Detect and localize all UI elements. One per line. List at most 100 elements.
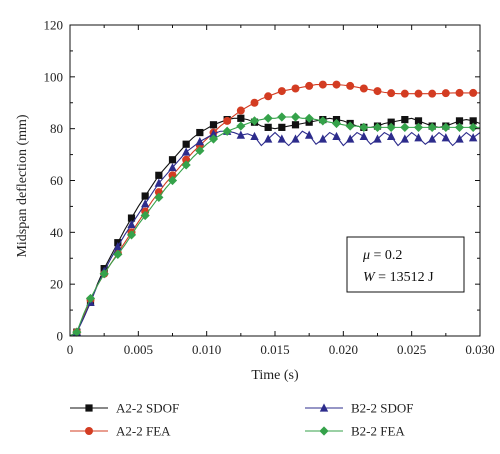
data-point [291,121,300,129]
data-point [236,106,245,115]
data-point [140,210,150,221]
data-point [400,89,409,98]
data-point [304,130,314,139]
data-point [154,178,164,187]
legend-marker [319,426,329,436]
data-point [441,133,451,142]
data-point [168,162,177,172]
y-tick-label: 100 [44,69,64,84]
data-point [387,118,395,126]
data-point [127,214,136,222]
data-point [195,146,205,156]
data-point [167,175,178,186]
data-point [332,80,341,89]
legend-label: B2-2 FEA [351,424,405,439]
data-point [126,230,137,240]
axes: 0 0.005 0.010 0.015 0.020 0.025 0.030 0 20 40 60 80… [44,18,495,358]
data-point [401,115,409,124]
data-point [414,89,423,98]
data-point [373,134,382,143]
legend: A2-2 SDOF B2-2 SDOF A2-2 FEA B2-2 FEA [70,401,414,439]
data-point [386,131,396,141]
data-point [441,89,450,98]
data-point [99,269,109,279]
data-point [264,123,272,131]
data-point [155,171,163,179]
legend-item-3: B2-2 FEA [305,424,405,439]
data-point [181,160,191,170]
data-point [331,118,342,129]
annotation-mu: μ = 0.2 [362,248,402,263]
data-point [264,92,273,101]
legend-marker [319,403,329,412]
series-line [69,84,480,337]
data-point [428,89,437,98]
data-point [223,116,232,125]
legend-marker [85,427,93,435]
data-point [318,134,328,143]
data-point [427,134,437,143]
data-point [236,121,246,131]
data-point [291,134,300,143]
data-point [196,128,204,137]
y-tick-label: 40 [50,225,63,240]
data-point [208,134,219,144]
annotation-energy: W = 13512 J [363,270,434,285]
x-tick-label: 0.010 [192,342,221,357]
data-point [373,87,382,96]
data-point [386,122,396,132]
legend-item-0: A2-2 SDOF [70,401,179,416]
x-tick-label: 0 [67,342,74,357]
x-axis-label: Time (s) [251,368,299,383]
y-tick-label: 20 [50,277,63,292]
data-point [290,112,301,122]
legend-item-2: B2-2 SDOF [305,401,414,416]
data-point [168,156,177,164]
data-point [318,116,328,126]
data-point [113,249,123,259]
data-point [387,89,396,98]
data-point [195,137,205,146]
series-line [69,130,481,337]
data-point [113,241,123,251]
data-point [413,122,424,132]
data-point [469,117,477,125]
annotation-frame [346,236,465,293]
legend-item-1: A2-2 FEA [70,424,171,439]
y-tick-label: 120 [44,18,64,33]
data-point [277,87,286,96]
series-line [69,117,481,337]
data-point [141,192,149,200]
data-point [304,113,314,123]
x-tick-label: 0.030 [465,342,494,357]
data-point [345,134,355,143]
annotation-box: μ = 0.2 W = 13512 J [346,236,465,293]
data-point [454,122,465,132]
legend-label: B2-2 SDOF [351,401,414,416]
data-point [400,134,410,143]
x-tick-label: 0.015 [260,342,289,357]
data-point [414,117,423,125]
data-point [250,131,259,141]
data-point [250,98,259,107]
y-axis-label: Midspan deflection (mm) [15,114,30,257]
data-point [345,121,355,131]
data-point [278,123,286,131]
data-point [182,140,190,148]
y-tick-label: 60 [50,173,63,188]
data-point [263,134,273,143]
data-point [263,113,273,123]
data-point [318,80,327,89]
data-point [182,155,191,164]
data-point [237,114,245,122]
data-point [359,131,369,141]
data-point [468,133,478,142]
y-tick-label: 80 [50,121,63,136]
data-point [414,133,423,142]
data-point [222,126,232,136]
data-point [372,122,383,132]
data-point [455,88,464,97]
data-point [236,130,246,139]
data-point [346,81,355,90]
